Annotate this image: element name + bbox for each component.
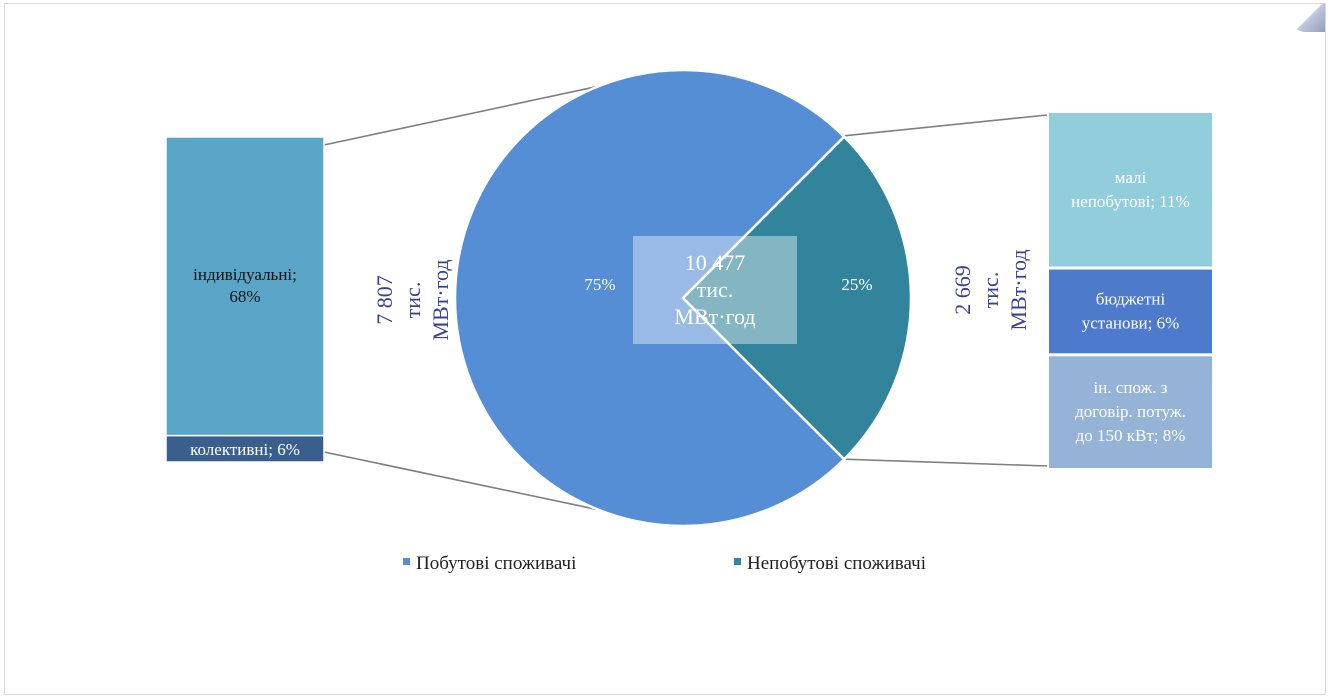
legend: Побутові споживачі Непобутові споживачі	[403, 553, 926, 574]
left-breakdown-bar: індивідуальні; 68% колективні; 6% 7 807 тис.…	[165, 136, 453, 463]
legend-swatch	[403, 558, 410, 565]
right-bar-label: бюджетні установи; 6%	[1082, 289, 1180, 332]
center-total-label: 10 477 тис. МВт·год	[674, 250, 755, 329]
right-bar-label: ін. спож. з договір. потуж. до 150 кВт; 8%	[1075, 378, 1186, 445]
right-bar-segment	[1049, 113, 1212, 267]
connector-left-bottom	[323, 451, 599, 511]
connector-lines	[323, 85, 1048, 511]
pie-label-household: 75%	[584, 275, 615, 294]
right-bar-label: малі непобутові; 11%	[1071, 168, 1190, 211]
legend-label: Непобутові споживачі	[747, 553, 926, 574]
left-bar-label: індивідуальні; 68%	[193, 265, 297, 306]
right-breakdown-bar: малі непобутові; 11% бюджетні установи; 6% і…	[950, 113, 1212, 468]
left-total-label: 7 807 тис. МВт·год	[372, 259, 453, 340]
pie-area: 75% 25% 10 477 тис. МВт·год	[453, 68, 913, 528]
connector-right-bottom	[844, 458, 1048, 467]
left-bar-segment	[165, 434, 325, 463]
connector-right-top	[844, 114, 1048, 137]
center-total-box	[633, 236, 797, 344]
left-bar-label: колективні; 6%	[190, 440, 300, 459]
right-bar-segment	[1049, 269, 1212, 354]
right-total-label: 2 669 тис. МВт·год	[950, 249, 1031, 330]
right-bar-segment	[1049, 356, 1212, 468]
legend-swatch	[734, 558, 741, 565]
pie-slice-non-household	[681, 135, 913, 461]
page-corner-fold	[1291, 4, 1325, 32]
pie-slice-household	[453, 68, 846, 528]
legend-label: Побутові споживачі	[416, 553, 576, 574]
left-bar-segment	[165, 136, 325, 437]
connector-left-top	[323, 85, 599, 146]
pie-label-non-household: 25%	[841, 275, 872, 294]
